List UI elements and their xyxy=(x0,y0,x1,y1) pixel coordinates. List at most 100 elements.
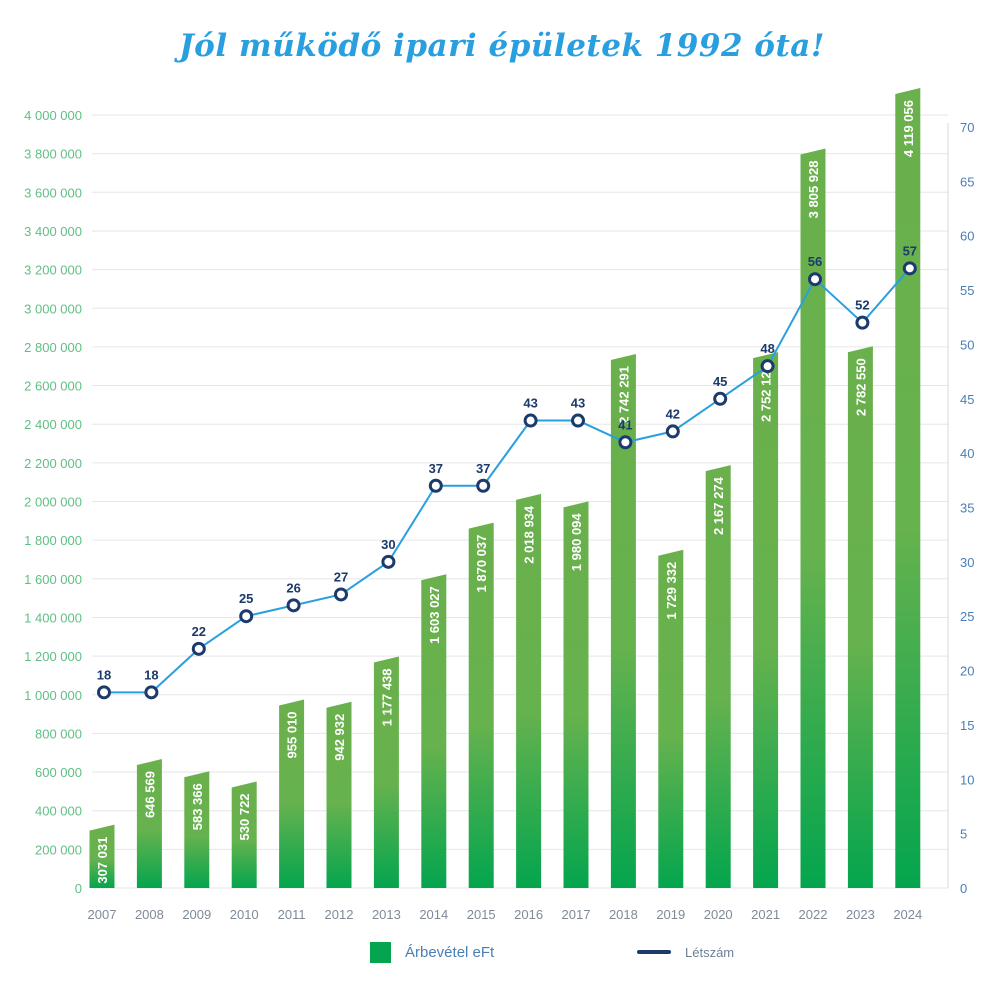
headcount-point xyxy=(573,415,584,426)
headcount-value-label: 43 xyxy=(571,396,585,411)
bar-value-label: 4 119 056 xyxy=(901,100,916,157)
headcount-value-label: 18 xyxy=(97,667,111,682)
headcount-value-label: 42 xyxy=(666,406,680,421)
y-left-tick-label: 1 600 000 xyxy=(24,572,82,587)
y-right-tick-label: 35 xyxy=(960,501,974,516)
x-tick-label: 2009 xyxy=(182,907,211,922)
headcount-point xyxy=(762,361,773,372)
x-tick-label: 2023 xyxy=(846,907,875,922)
y-left-tick-label: 1 800 000 xyxy=(24,533,82,548)
bar-value-label: 583 366 xyxy=(190,783,205,830)
y-left-tick-label: 600 000 xyxy=(35,765,82,780)
headcount-value-label: 30 xyxy=(381,537,395,552)
headcount-point xyxy=(288,600,299,611)
headcount-point xyxy=(715,393,726,404)
bar xyxy=(753,352,778,888)
headcount-point xyxy=(146,687,157,698)
y-left-tick-label: 1 400 000 xyxy=(24,610,82,625)
bar-value-label: 955 010 xyxy=(285,711,300,758)
y-left-tick-label: 3 200 000 xyxy=(24,263,82,278)
legend-item-revenue: Árbevétel eFt xyxy=(370,940,494,964)
legend-bar-swatch xyxy=(370,942,391,963)
y-right-tick-label: 40 xyxy=(960,446,974,461)
legend-label-revenue: Árbevétel eFt xyxy=(405,944,494,961)
headcount-point xyxy=(810,274,821,285)
x-tick-label: 2021 xyxy=(751,907,780,922)
headcount-point xyxy=(241,611,252,622)
headcount-point xyxy=(525,415,536,426)
headcount-point xyxy=(904,263,915,274)
bar xyxy=(848,346,873,888)
x-tick-label: 2010 xyxy=(230,907,259,922)
y-left-tick-label: 2 000 000 xyxy=(24,495,82,510)
x-tick-label: 2016 xyxy=(514,907,543,922)
x-tick-label: 2024 xyxy=(893,907,922,922)
x-tick-label: 2012 xyxy=(325,907,354,922)
bar-value-label: 2 782 550 xyxy=(853,358,868,416)
bar-value-label: 1 177 438 xyxy=(379,668,394,726)
y-left-tick-label: 800 000 xyxy=(35,726,82,741)
y-right-tick-label: 50 xyxy=(960,337,974,352)
x-tick-label: 2014 xyxy=(419,907,448,922)
headcount-value-label: 41 xyxy=(618,417,632,432)
x-tick-label: 2008 xyxy=(135,907,164,922)
headcount-value-label: 43 xyxy=(523,396,537,411)
y-right-tick-label: 20 xyxy=(960,664,974,679)
headcount-value-label: 56 xyxy=(808,254,822,269)
headcount-point xyxy=(478,480,489,491)
x-tick-label: 2013 xyxy=(372,907,401,922)
bar-value-label: 530 722 xyxy=(237,793,252,840)
bar-value-label: 942 932 xyxy=(332,714,347,761)
x-tick-label: 2020 xyxy=(704,907,733,922)
bar-value-label: 1 729 332 xyxy=(664,562,679,620)
legend-label-headcount: Létszám xyxy=(685,945,734,960)
y-right-tick-label: 5 xyxy=(960,827,967,842)
y-right-tick-label: 70 xyxy=(960,120,974,135)
y-right-tick-label: 15 xyxy=(960,718,974,733)
y-left-tick-label: 4 000 000 xyxy=(24,108,82,123)
headcount-value-label: 37 xyxy=(429,461,443,476)
headcount-value-label: 25 xyxy=(239,591,253,606)
legend-item-headcount: Létszám xyxy=(637,940,734,964)
y-left-tick-label: 200 000 xyxy=(35,842,82,857)
headcount-value-label: 26 xyxy=(286,580,300,595)
headcount-line xyxy=(104,268,910,692)
y-right-tick-label: 10 xyxy=(960,772,974,787)
y-left-tick-label: 0 xyxy=(75,881,82,896)
bar-value-label: 1 980 094 xyxy=(569,513,584,572)
y-right-tick-label: 45 xyxy=(960,392,974,407)
headcount-point xyxy=(193,643,204,654)
y-right-tick-label: 55 xyxy=(960,283,974,298)
x-tick-label: 2019 xyxy=(656,907,685,922)
x-tick-label: 2022 xyxy=(799,907,828,922)
y-right-tick-label: 30 xyxy=(960,555,974,570)
x-tick-label: 2018 xyxy=(609,907,638,922)
y-right-tick-label: 65 xyxy=(960,174,974,189)
y-left-tick-label: 400 000 xyxy=(35,804,82,819)
y-left-tick-label: 3 800 000 xyxy=(24,147,82,162)
legend-line-swatch xyxy=(637,950,671,954)
y-left-tick-label: 1 200 000 xyxy=(24,649,82,664)
headcount-value-label: 52 xyxy=(855,298,869,313)
x-tick-label: 2017 xyxy=(562,907,591,922)
bar-value-label: 1 603 027 xyxy=(427,586,442,644)
bar-value-label: 307 031 xyxy=(95,837,110,884)
bar-value-label: 2 018 934 xyxy=(522,505,537,564)
y-left-tick-label: 3 600 000 xyxy=(24,185,82,200)
headcount-value-label: 45 xyxy=(713,374,727,389)
headcount-point xyxy=(99,687,110,698)
x-tick-label: 2011 xyxy=(278,907,306,922)
bar-value-label: 2 742 291 xyxy=(616,366,631,424)
headcount-point xyxy=(383,556,394,567)
y-right-tick-label: 60 xyxy=(960,229,974,244)
y-left-tick-label: 2 200 000 xyxy=(24,456,82,471)
headcount-point xyxy=(667,426,678,437)
y-right-tick-label: 25 xyxy=(960,609,974,624)
headcount-value-label: 37 xyxy=(476,461,490,476)
bar-value-label: 646 569 xyxy=(142,771,157,818)
x-tick-label: 2015 xyxy=(467,907,496,922)
headcount-value-label: 57 xyxy=(903,243,917,258)
y-left-tick-label: 3 400 000 xyxy=(24,224,82,239)
y-left-tick-label: 2 800 000 xyxy=(24,340,82,355)
